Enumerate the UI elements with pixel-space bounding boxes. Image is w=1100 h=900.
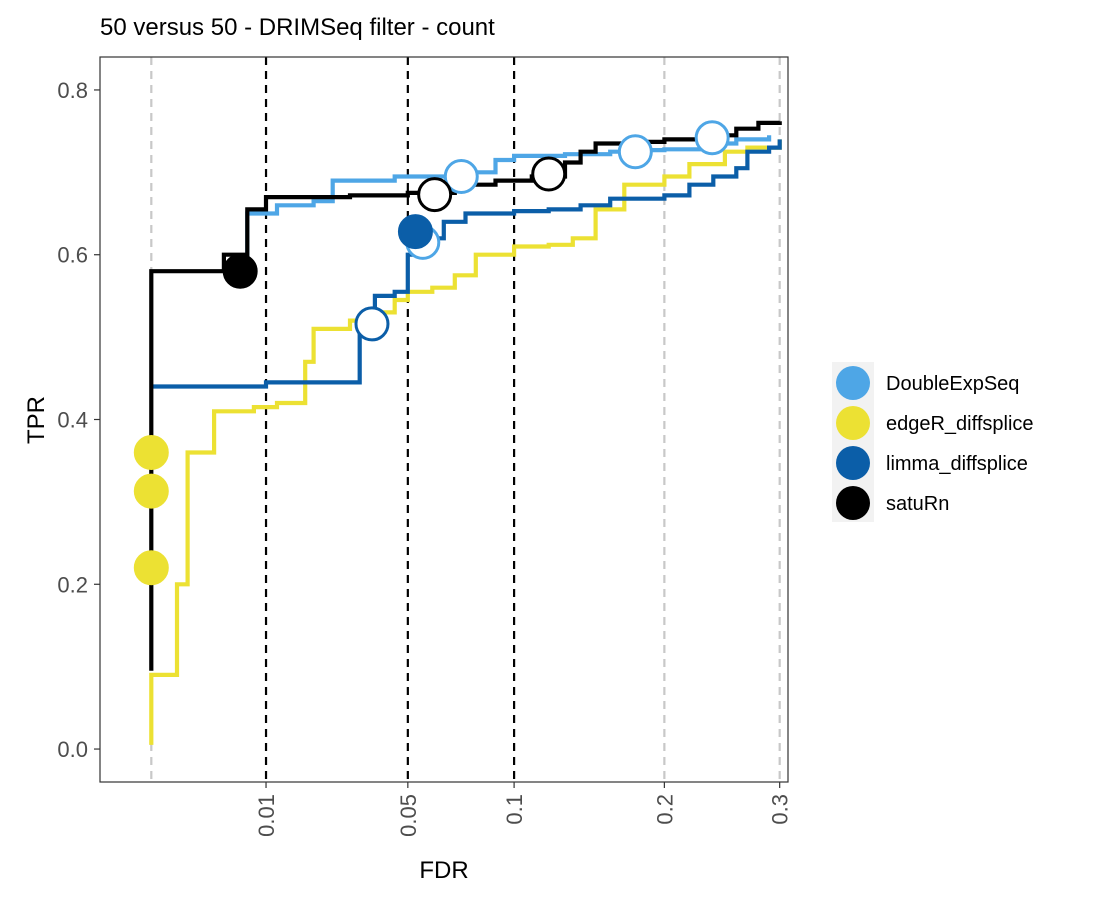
y-tick-label: 0.0 xyxy=(57,737,88,762)
marker-layer xyxy=(133,120,730,586)
marker-satuRn xyxy=(222,253,258,289)
x-tick-label: 0.01 xyxy=(254,794,279,837)
series-line-satuRn xyxy=(149,120,782,671)
y-axis: 0.0 0.2 0.4 0.6 0.8 xyxy=(57,78,100,762)
legend-label-edgeR_diffsplice: edgeR_diffsplice xyxy=(886,413,1034,435)
x-axis-title: FDR xyxy=(419,857,468,884)
legend-label-satuRn: satuRn xyxy=(886,493,949,515)
legend-key-satuRn xyxy=(836,486,870,520)
y-axis-title: TPR xyxy=(23,396,50,444)
x-axis: 0.01 0.05 0.1 0.2 0.3 xyxy=(254,782,793,837)
x-tick-label: 0.3 xyxy=(768,794,793,825)
legend-label-limma_diffsplice: limma_diffsplice xyxy=(886,453,1028,475)
x-tick-label: 0.1 xyxy=(502,794,527,825)
legend-label-DoubleExpSeq: DoubleExpSeq xyxy=(886,373,1019,395)
series-layer xyxy=(149,120,782,745)
marker-satuRn xyxy=(531,156,567,192)
panel-border xyxy=(99,56,789,783)
marker-DoubleExpSeq xyxy=(694,120,730,156)
y-tick-label: 0.6 xyxy=(57,243,88,268)
x-tick-label: 0.2 xyxy=(652,794,677,825)
y-tick-label: 0.8 xyxy=(57,78,88,103)
series-line-edgeR_diffsplice xyxy=(149,139,782,745)
marker-DoubleExpSeq xyxy=(617,134,653,170)
marker-edgeR_diffsplice xyxy=(133,434,169,470)
marker-limma_diffsplice xyxy=(397,214,433,250)
chart-title: 50 versus 50 - DRIMSeq filter - count xyxy=(100,14,495,41)
y-tick-label: 0.4 xyxy=(57,408,88,433)
y-tick-label: 0.2 xyxy=(57,572,88,597)
marker-limma_diffsplice xyxy=(354,306,390,342)
series-line-DoubleExpSeq xyxy=(232,135,772,266)
x-tick-label: 0.05 xyxy=(396,794,421,837)
legend: DoubleExpSeq edgeR_diffsplice limma_diffsp… xyxy=(832,362,1034,522)
marker-DoubleExpSeq xyxy=(443,158,479,194)
legend-key-limma_diffsplice xyxy=(836,446,870,480)
marker-edgeR_diffsplice xyxy=(133,550,169,586)
marker-satuRn xyxy=(417,177,453,213)
fdr-threshold-lines xyxy=(264,57,516,782)
legend-key-edgeR_diffsplice xyxy=(836,406,870,440)
marker-edgeR_diffsplice xyxy=(133,473,169,509)
legend-key-DoubleExpSeq xyxy=(836,366,870,400)
